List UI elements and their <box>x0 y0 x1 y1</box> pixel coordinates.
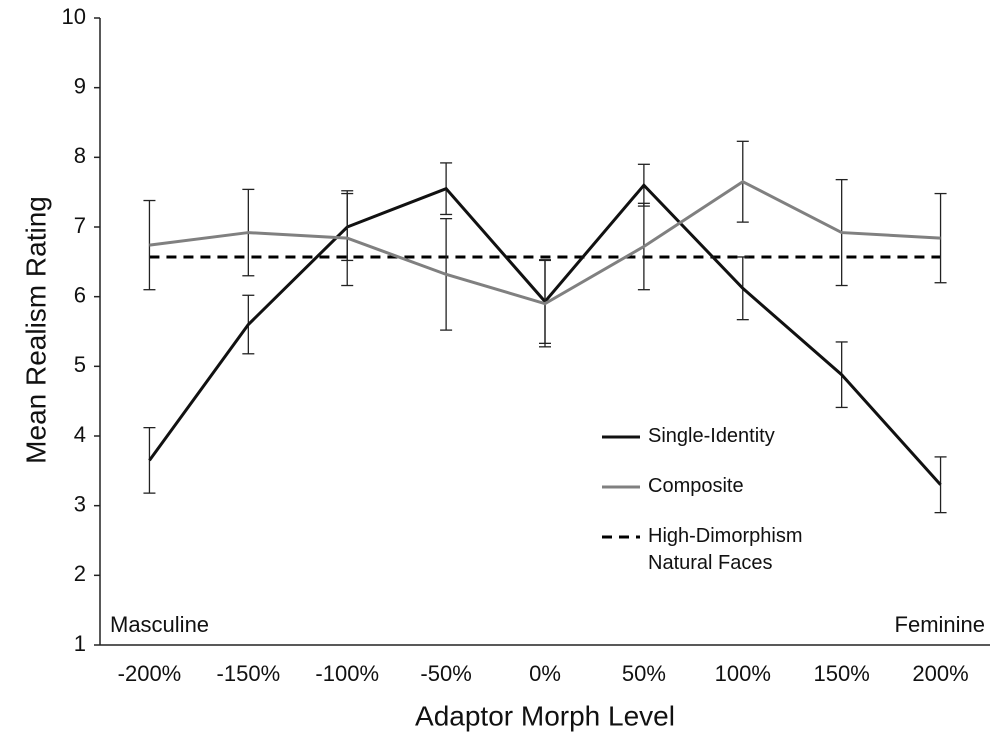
legend-label: Single-Identity <box>648 425 775 447</box>
y-tick-label: 6 <box>74 282 86 307</box>
series-line <box>149 179 941 306</box>
x-tick-label: -150% <box>217 661 281 686</box>
annotation: Masculine <box>110 612 209 637</box>
y-tick-label: 4 <box>74 422 86 447</box>
x-tick-label: 0% <box>529 661 561 686</box>
y-axis-title: Mean Realism Rating <box>20 196 51 464</box>
y-tick-label: 8 <box>74 143 86 168</box>
x-tick-label: -100% <box>315 661 379 686</box>
x-tick-label: -200% <box>118 661 182 686</box>
y-tick-label: 1 <box>74 631 86 656</box>
x-tick-label: -50% <box>420 661 471 686</box>
y-tick-label: 2 <box>74 561 86 586</box>
legend-label: High-Dimorphism Natural Faces <box>648 525 803 574</box>
y-tick-label: 10 <box>62 4 86 29</box>
y-tick-label: 3 <box>74 491 86 516</box>
legend-label: Composite <box>648 475 744 497</box>
x-tick-label: 100% <box>715 661 771 686</box>
x-axis-title: Adaptor Morph Level <box>415 700 675 731</box>
y-tick-label: 9 <box>74 73 86 98</box>
x-tick-label: 200% <box>912 661 968 686</box>
y-tick-label: 7 <box>74 213 86 238</box>
annotation: Feminine <box>895 612 985 637</box>
x-tick-label: 150% <box>814 661 870 686</box>
x-tick-label: 50% <box>622 661 666 686</box>
y-tick-label: 5 <box>74 352 86 377</box>
